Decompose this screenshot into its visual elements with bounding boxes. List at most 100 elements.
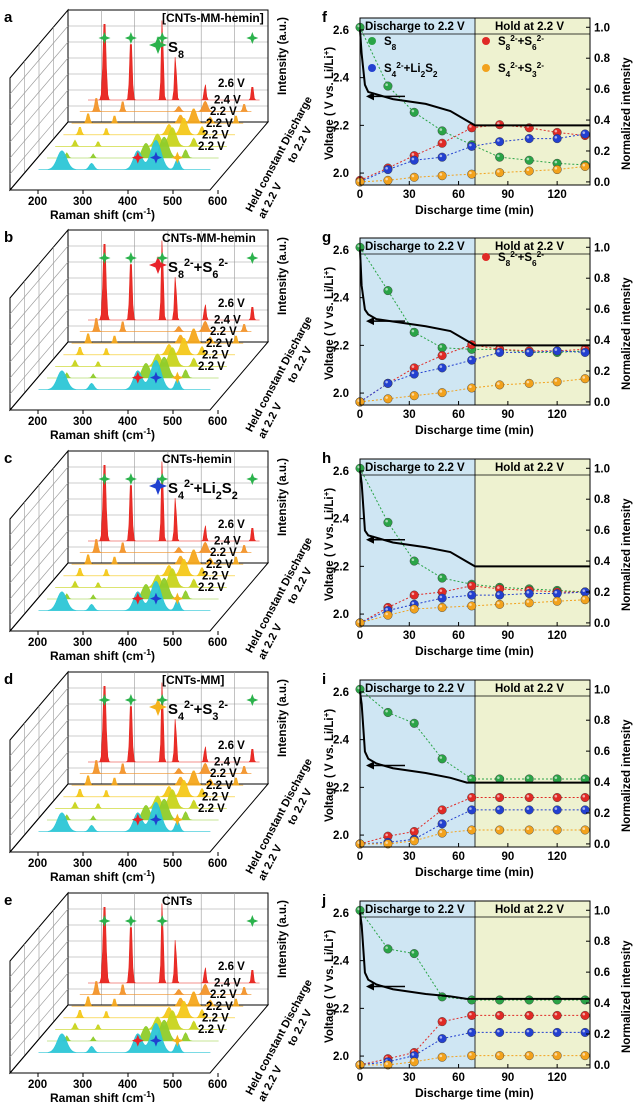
point-highlight xyxy=(411,393,415,396)
point-S4S3 xyxy=(495,825,505,835)
point-S4S3 xyxy=(495,599,505,609)
raman-trace-6 xyxy=(38,139,211,170)
point-S4S3 xyxy=(580,1051,590,1061)
legend-marker xyxy=(482,37,490,45)
point-S4Li2S2 xyxy=(437,593,447,603)
voltage-curve xyxy=(359,29,590,127)
x-axis-title: Discharge time (min) xyxy=(415,423,534,437)
y-right-tick-label: 0.6 xyxy=(594,84,610,96)
peak-marker xyxy=(124,32,137,44)
point-highlight xyxy=(497,586,500,589)
peak-marker xyxy=(98,32,111,44)
legend-marker xyxy=(368,64,376,72)
trace-label: 2.2 V xyxy=(198,803,225,815)
point-S8 xyxy=(437,126,447,136)
x-axis-title: Raman shift (cm-1) xyxy=(50,1089,155,1102)
raman-axes-box xyxy=(8,449,270,633)
peak-marker xyxy=(171,592,184,605)
point-highlight xyxy=(497,807,500,810)
point-highlight xyxy=(357,1062,361,1065)
region-hold xyxy=(475,680,590,847)
raman-trace-4 xyxy=(55,1010,227,1030)
raman-trace-0 xyxy=(88,240,260,321)
x-axis-title: Discharge time (min) xyxy=(415,644,534,658)
y-right-tick-label: 0.4 xyxy=(594,556,611,568)
point-highlight xyxy=(582,597,586,600)
point-S8S6 xyxy=(467,581,477,591)
x-axis-title: Raman shift (cm-1) xyxy=(50,868,155,884)
point-highlight xyxy=(582,1029,586,1033)
point-highlight xyxy=(411,157,415,161)
point-S8 xyxy=(409,949,419,959)
point-highlight xyxy=(439,140,443,144)
series-line-S8 xyxy=(359,909,586,1001)
point-highlight xyxy=(582,776,586,779)
peak-marker xyxy=(246,694,259,706)
peak-marker xyxy=(156,32,169,44)
point-S4S3 xyxy=(580,161,590,171)
point-S4Li2S2 xyxy=(580,1027,590,1037)
point-S4Li2S2 xyxy=(437,1034,447,1044)
point-highlight xyxy=(385,607,388,611)
point-highlight xyxy=(497,794,500,798)
y-left-tick-label: 2.4 xyxy=(333,293,350,305)
peak-marker xyxy=(149,151,162,164)
point-S8S6 xyxy=(495,793,505,803)
point-highlight xyxy=(357,841,361,844)
series-line-S8S6 xyxy=(359,124,586,181)
trace-label: 2.2 V xyxy=(198,361,225,373)
y-left-tick-label: 2.0 xyxy=(333,830,349,842)
point-S4S3 xyxy=(409,172,419,182)
point-highlight xyxy=(497,349,500,353)
x-axis-title: Raman shift (cm-1) xyxy=(50,426,155,442)
point-highlight xyxy=(554,379,558,382)
legend-marker xyxy=(482,64,490,72)
series-line-S8S6 xyxy=(359,585,586,624)
series-line-S8 xyxy=(359,468,586,593)
point-highlight xyxy=(385,396,388,399)
y-right-tick-label: 0.2 xyxy=(594,146,610,158)
point-highlight xyxy=(411,601,415,605)
point-S8S6 xyxy=(437,805,447,815)
point-S4Li2S2 xyxy=(467,355,477,365)
peak-marker xyxy=(124,915,137,927)
point-highlight xyxy=(469,357,472,361)
x-tick-label: 120 xyxy=(548,630,567,642)
x-tick-label: 500 xyxy=(163,1079,182,1091)
kinetic-panel-g: g Discharge to 2.2 V Hold at 2.2 V 0 30 60 90 1… xyxy=(322,229,634,437)
x-tick-label: 600 xyxy=(208,416,227,428)
point-highlight xyxy=(582,807,586,810)
point-highlight xyxy=(469,603,472,606)
point-highlight xyxy=(526,776,530,779)
kinetic-panel-j: j Discharge to 2.2 V Hold at 2.2 V 0 30 60 90 1… xyxy=(321,892,633,1100)
x-tick-label: 200 xyxy=(28,1079,47,1091)
point-S4Li2S2 xyxy=(580,347,590,357)
point-S4S3 xyxy=(495,168,505,178)
region-hold xyxy=(475,238,590,405)
x-axis-title: Discharge time (min) xyxy=(415,865,534,879)
point-highlight xyxy=(439,830,443,834)
point-highlight xyxy=(357,179,361,182)
sample-label: [CNTs-MM] xyxy=(162,673,224,687)
x-tick-label: 400 xyxy=(118,858,137,870)
point-highlight xyxy=(385,83,388,87)
trace-label: 2.2 V xyxy=(206,338,233,350)
point-highlight xyxy=(554,136,558,139)
region-hold xyxy=(475,18,590,185)
y-left-tick-label: 2.6 xyxy=(333,687,349,699)
point-S8S6 xyxy=(552,1010,562,1020)
y-right-tick-label: 1.0 xyxy=(594,684,610,696)
raman-trace-0 xyxy=(88,682,260,763)
region-2-label: Hold at 2.2 V xyxy=(495,241,564,253)
x-tick-label: 0 xyxy=(357,630,363,642)
point-highlight xyxy=(497,1029,500,1033)
voltage-curve xyxy=(359,912,590,1000)
series-line-S8S6 xyxy=(359,797,586,845)
point-highlight xyxy=(439,589,443,592)
raman-trace-3 xyxy=(63,558,235,577)
y-left-tick-label: 2.0 xyxy=(333,609,349,621)
kinetic-panel-i: i Discharge to 2.2 V Hold at 2.2 V 0 30 60 90 1… xyxy=(322,671,634,879)
x-tick-label: 120 xyxy=(548,1072,567,1084)
x-tick-label: 300 xyxy=(73,1079,92,1091)
